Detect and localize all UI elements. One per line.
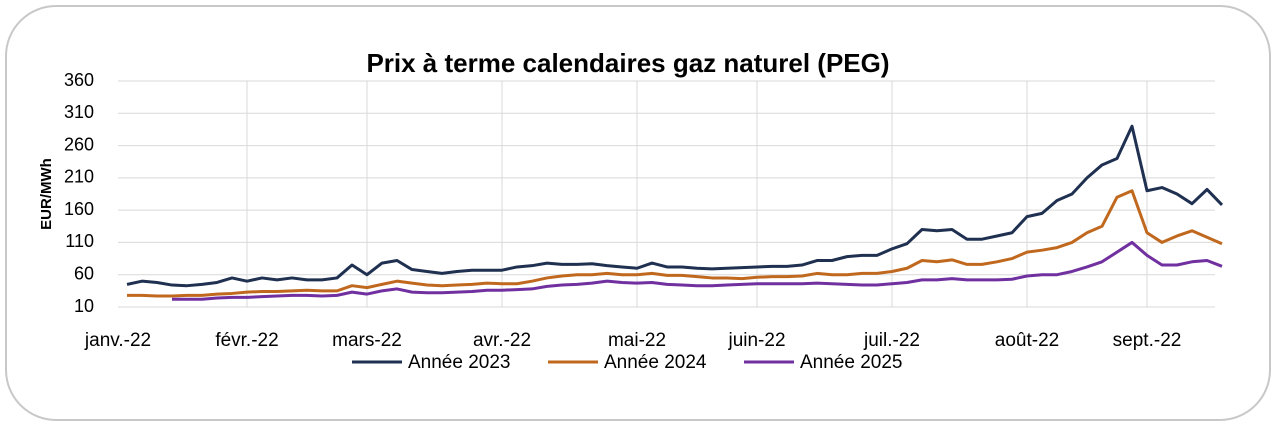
y-axis-label: EUR/MWh	[38, 158, 55, 230]
x-tick-label: juin-22	[727, 330, 785, 351]
y-tick-label: 360	[64, 70, 94, 90]
x-tick-label: août-22	[995, 330, 1059, 351]
legend-label: Année 2025	[800, 352, 903, 373]
series-line	[127, 189, 1223, 298]
x-tick-label: mars-22	[332, 330, 402, 351]
y-tick-label: 110	[65, 231, 94, 251]
y-tick-label: 60	[74, 263, 94, 283]
y-tick-label: 210	[64, 167, 94, 187]
frame	[5, 5, 1271, 421]
series-line	[126, 124, 1224, 288]
x-tick-label: mai-22	[608, 330, 666, 351]
chart-title: Prix à terme calendaires gaz naturel (PE…	[366, 48, 889, 78]
x-tick-label: janv.-22	[84, 330, 151, 351]
x-tick-label: sept.-22	[1113, 330, 1182, 351]
legend-label: Année 2023	[408, 352, 511, 373]
x-tick-label: juil.-22	[863, 330, 920, 351]
y-tick-label: 160	[64, 199, 94, 219]
y-tick-label: 310	[64, 102, 94, 122]
x-tick-label: avr.-22	[473, 330, 531, 351]
legend-label: Année 2024	[604, 352, 707, 373]
y-tick-label: 260	[64, 134, 94, 154]
series-line	[172, 240, 1223, 301]
x-tick-label: févr.-22	[215, 330, 278, 351]
y-tick-label: 10	[74, 296, 94, 316]
